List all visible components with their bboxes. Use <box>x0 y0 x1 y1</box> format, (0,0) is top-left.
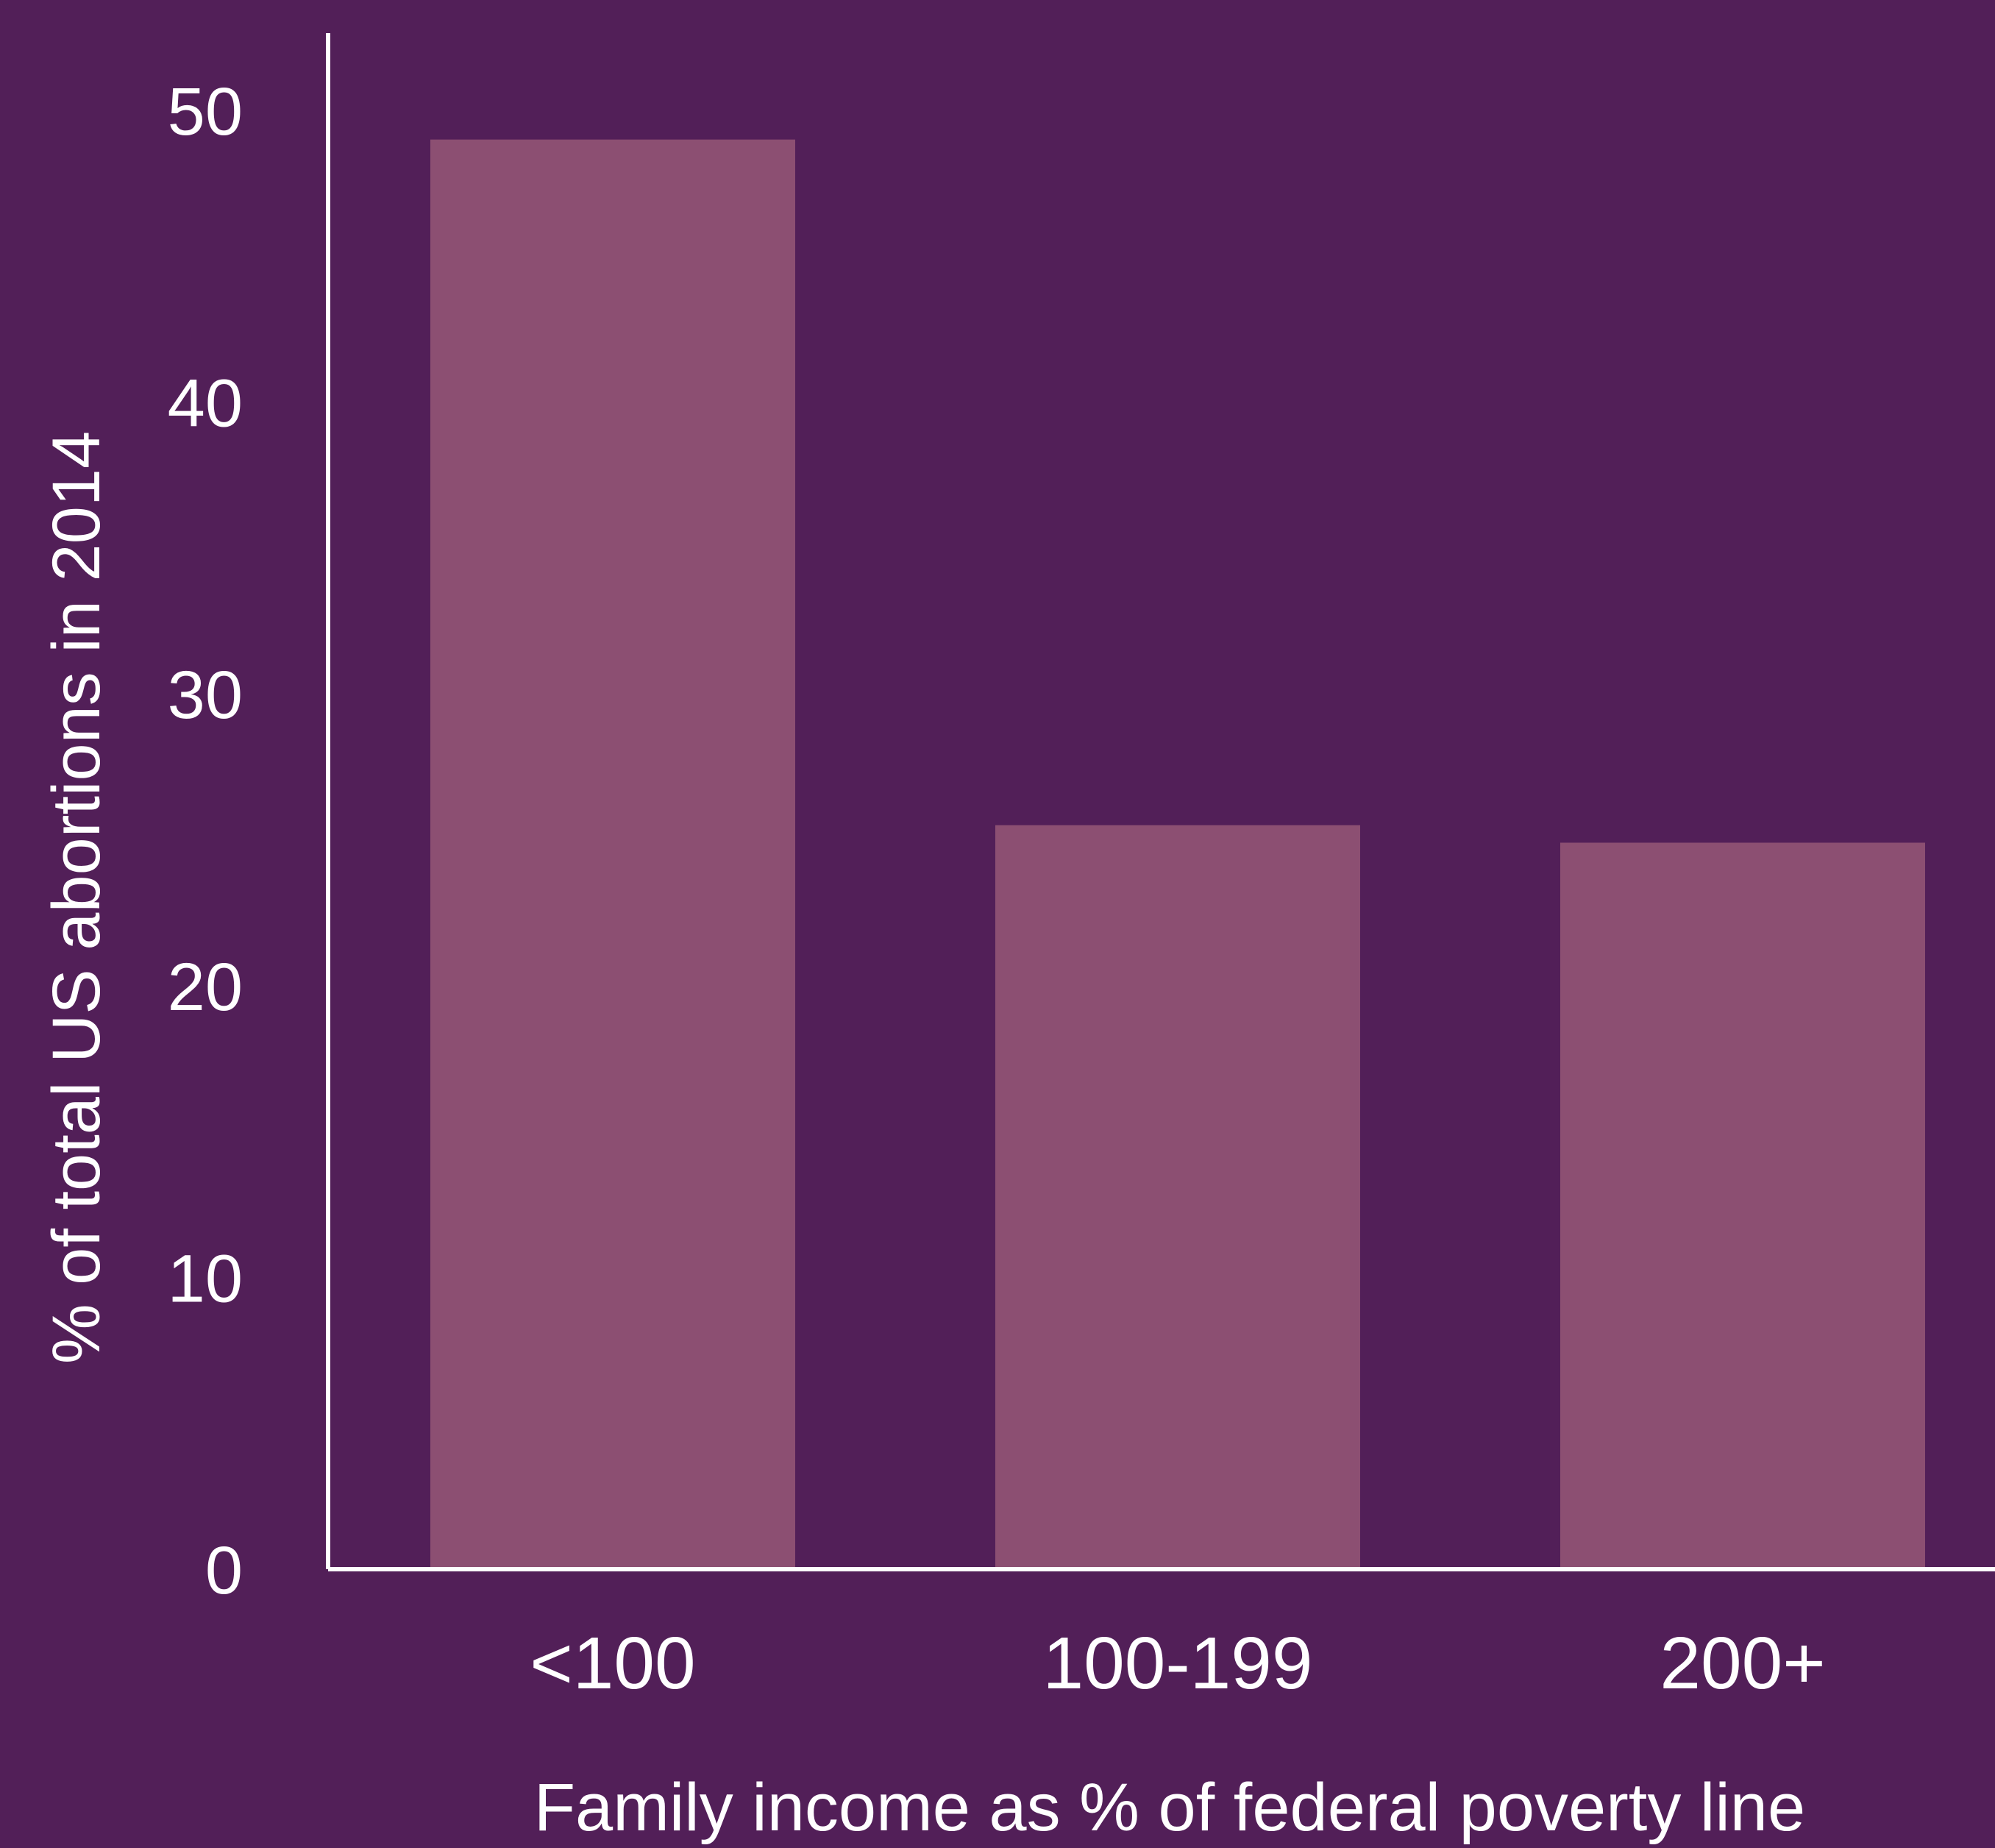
bar-2 <box>1560 842 1925 1569</box>
y-tick-label: 40 <box>168 366 243 441</box>
bar-1 <box>995 825 1360 1569</box>
y-tick-label: 20 <box>168 950 243 1025</box>
y-tick-label: 0 <box>205 1533 243 1608</box>
x-tick-label: 100-199 <box>1043 1622 1313 1705</box>
x-tick-label: 200+ <box>1660 1622 1825 1705</box>
y-tick-labels: 0 10 20 30 40 50 <box>168 74 243 1608</box>
bars-layer <box>430 139 1925 1569</box>
y-tick-label: 10 <box>168 1241 243 1316</box>
y-axis-title: % of total US abortions in 2014 <box>39 431 114 1364</box>
y-tick-label: 30 <box>168 658 243 733</box>
bar-0 <box>430 139 795 1569</box>
x-category-labels: <100 100-199 200+ <box>530 1622 1825 1705</box>
y-tick-label: 50 <box>168 74 243 149</box>
x-tick-label: <100 <box>530 1622 695 1705</box>
x-axis-title: Family income as % of federal poverty li… <box>534 1770 1805 1844</box>
